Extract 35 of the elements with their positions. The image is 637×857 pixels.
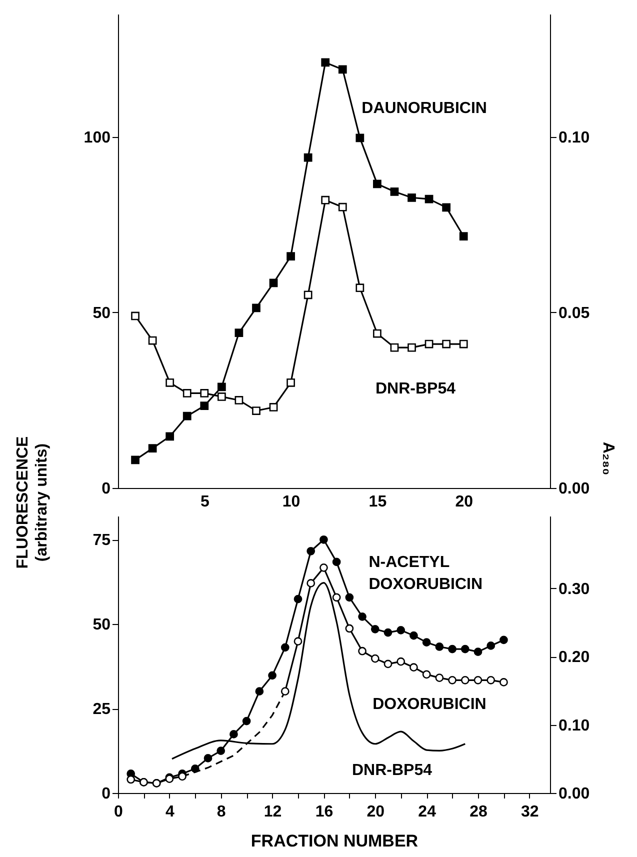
y-tick-label: 0 xyxy=(102,480,111,498)
y2-tick-label: 0.00 xyxy=(558,480,590,498)
x-tick-label: 5 xyxy=(200,494,210,510)
x-tick-label: 32 xyxy=(521,804,539,820)
x-tick-label: 4 xyxy=(165,804,174,820)
y-tick-label: 50 xyxy=(92,616,111,634)
text: DNR-BP54 xyxy=(375,380,456,398)
series-label: DOXORUBICIN xyxy=(372,696,486,713)
y2-tick-label: 0.05 xyxy=(558,304,590,322)
y2-tick-label: 0.10 xyxy=(558,717,590,734)
y2-tick-label: 0.30 xyxy=(558,580,590,598)
y2-tick-label: 0.10 xyxy=(558,129,590,146)
series-label: DAUNORUBICIN xyxy=(362,100,487,117)
y-tick-label: 50 xyxy=(92,304,111,322)
y-tick-label: 100 xyxy=(84,129,111,146)
series-label: N-ACETYL DOXORUBICIN xyxy=(368,554,482,594)
x-tick-label: 20 xyxy=(455,494,474,510)
x-tick-label: 0 xyxy=(114,804,124,820)
x-tick-label: 12 xyxy=(264,804,282,820)
x-tick-label: 20 xyxy=(366,804,385,820)
series-label: DNR-BP54 xyxy=(352,762,432,779)
y2-axis-title: A₂₈₀ xyxy=(600,442,616,476)
x-tick-label: 8 xyxy=(216,804,226,820)
y2-tick-label: 0.00 xyxy=(558,786,590,802)
x-tick-label: 28 xyxy=(470,804,488,820)
x-tick-label: 10 xyxy=(282,494,300,510)
y-tick-label: 75 xyxy=(92,532,111,550)
y2-tick-label: 0.20 xyxy=(558,649,590,666)
x-axis-title: FRACTION NUMBER xyxy=(250,832,418,850)
x-tick-label: 15 xyxy=(368,494,387,510)
x-tick-label: 16 xyxy=(315,804,334,820)
x-tick-label: 24 xyxy=(418,804,436,820)
y-tick-label: 25 xyxy=(92,701,111,718)
y-tick-label: 0 xyxy=(102,786,111,802)
y-axis-title: FLUORESCENCE (arbitrary units) xyxy=(14,436,50,569)
